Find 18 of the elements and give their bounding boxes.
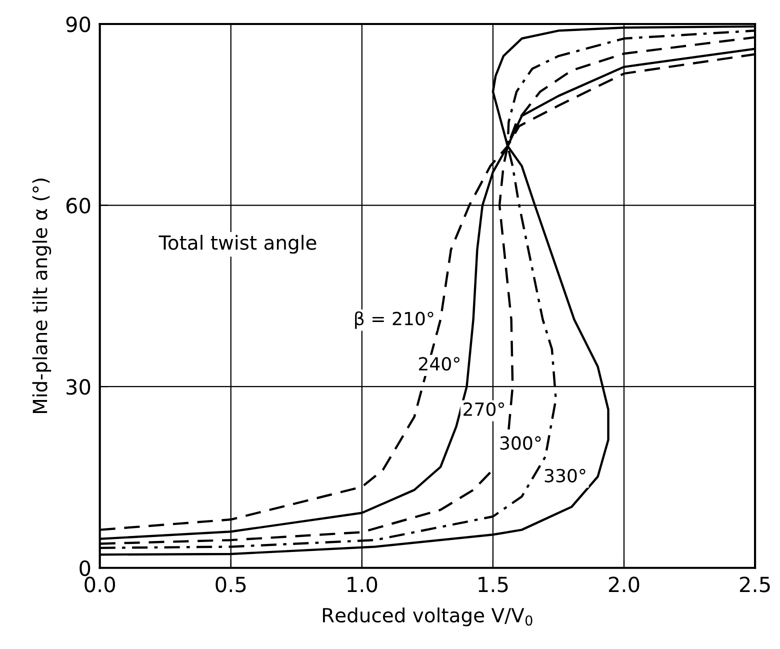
y-tick-label: 0 [80, 560, 90, 576]
x-axis-title: Reduced voltage V/V$_{0}$ [322, 607, 532, 626]
annotation: 300° [500, 436, 541, 450]
annotation: 330° [544, 468, 586, 482]
annotation: 240° [419, 357, 460, 371]
annotation: Total twist angle [158, 234, 316, 254]
x-tick-label: 2.5 [740, 576, 770, 592]
y-tick-label: 30 [66, 379, 90, 395]
y-tick-label: 90 [66, 16, 90, 32]
y-axis-title: Mid-plane tilt angle α (°) [32, 178, 52, 413]
annotation: 270° [464, 402, 504, 416]
annotation: β = 210° [355, 311, 434, 329]
x-tick-label: 1.5 [478, 576, 508, 592]
y-tick-label: 60 [66, 198, 90, 214]
x-tick-label: 0.0 [84, 576, 116, 592]
x-tick-label: 0.5 [216, 576, 246, 592]
x-tick-label: 1.0 [348, 576, 378, 592]
x-tick-label: 2.0 [608, 576, 640, 592]
